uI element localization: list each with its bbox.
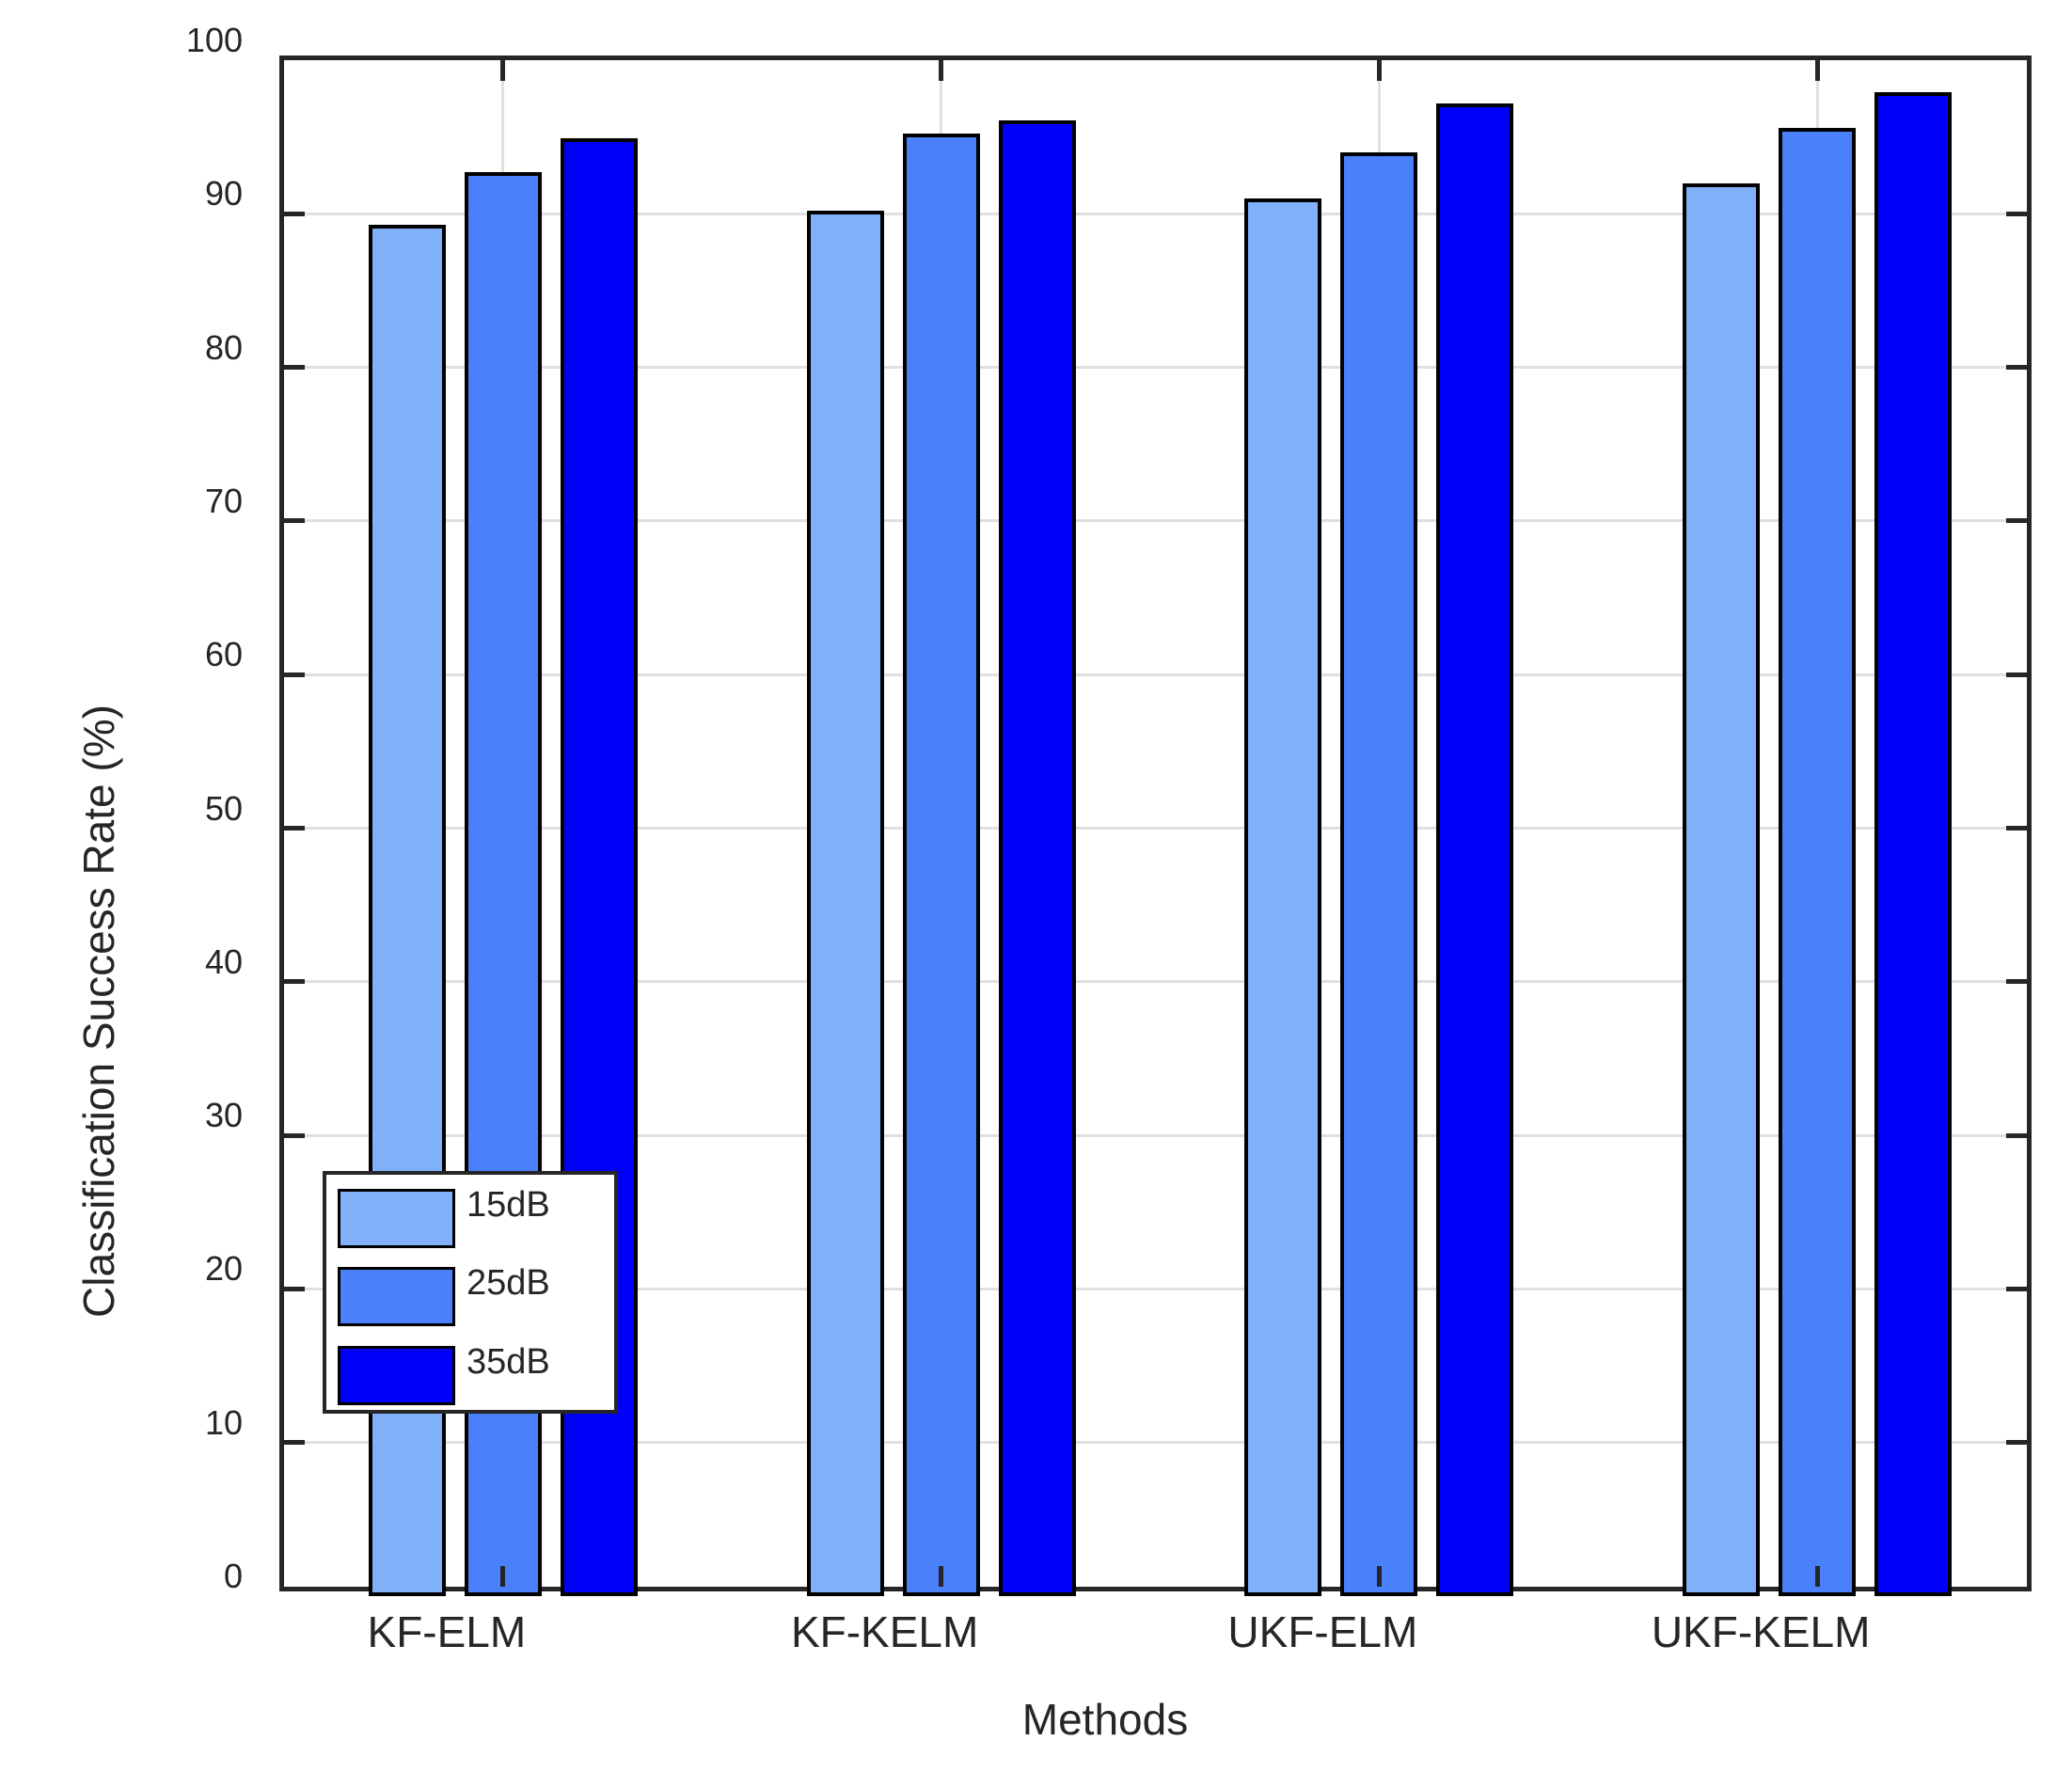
x-tick-label-kf-kelm: KF-KELM bbox=[790, 1607, 979, 1656]
gridline-y-50 bbox=[284, 827, 2027, 830]
gridline-y-20 bbox=[284, 1287, 2027, 1290]
x-tick-label-kf-elm: KF-ELM bbox=[367, 1607, 527, 1656]
x-axis-label: Methods bbox=[1021, 1695, 1189, 1744]
legend-label-25db: 25dB bbox=[467, 1263, 550, 1303]
y-tick-label-40: 40 bbox=[204, 941, 243, 981]
tick-top-kf-elm bbox=[500, 60, 506, 81]
gridline-y-30 bbox=[284, 1133, 2027, 1137]
y-tick-label-10: 10 bbox=[204, 1402, 243, 1442]
tick-right-50 bbox=[2006, 826, 2027, 831]
tick-right-10 bbox=[2006, 1440, 2027, 1446]
tick-right-70 bbox=[2006, 518, 2027, 524]
y-tick-label-50: 50 bbox=[204, 788, 243, 828]
legend: 15dB 25dB 35dB bbox=[323, 1171, 618, 1414]
tick-left-70 bbox=[284, 518, 305, 524]
legend-label-15db: 15dB bbox=[467, 1185, 550, 1225]
bar-ukf-elm-25db bbox=[1340, 151, 1418, 1596]
bar-ukf-elm-35db bbox=[1436, 103, 1514, 1596]
legend-label-35db: 35dB bbox=[467, 1342, 550, 1382]
tick-left-20 bbox=[284, 1286, 305, 1291]
y-tick-label-0: 0 bbox=[223, 1557, 243, 1595]
gridline-y-10 bbox=[284, 1441, 2027, 1445]
bar-ukf-kelm-25db bbox=[1779, 127, 1857, 1596]
bar-kf-kelm-35db bbox=[998, 119, 1076, 1596]
legend-swatch-15db bbox=[338, 1189, 455, 1248]
gridline-y-40 bbox=[284, 980, 2027, 984]
gridline-y-70 bbox=[284, 519, 2027, 523]
tick-top-ukf-elm bbox=[1376, 60, 1382, 81]
gridline-y-80 bbox=[284, 366, 2027, 370]
tick-left-80 bbox=[284, 365, 305, 371]
y-tick-label-80: 80 bbox=[204, 327, 243, 367]
bar-ukf-kelm-15db bbox=[1683, 182, 1761, 1596]
tick-left-60 bbox=[284, 672, 305, 677]
y-tick-label-30: 30 bbox=[204, 1096, 243, 1135]
y-tick-label-20: 20 bbox=[204, 1249, 243, 1289]
y-tick-label-70: 70 bbox=[204, 481, 243, 520]
tick-right-30 bbox=[2006, 1132, 2027, 1138]
gridline-y-60 bbox=[284, 672, 2027, 676]
gridline-y-90 bbox=[284, 212, 2027, 215]
x-tick-label-ukf-elm: UKF-ELM bbox=[1227, 1607, 1418, 1656]
y-tick-label-60: 60 bbox=[204, 635, 243, 674]
tick-left-10 bbox=[284, 1440, 305, 1446]
bar-ukf-elm-15db bbox=[1244, 198, 1322, 1596]
tick-top-ukf-kelm bbox=[1814, 60, 1820, 81]
tick-left-50 bbox=[284, 826, 305, 831]
tick-bottom-kf-kelm bbox=[939, 1566, 944, 1587]
tick-right-80 bbox=[2006, 365, 2027, 371]
legend-swatch-25db bbox=[338, 1267, 455, 1326]
tick-left-90 bbox=[284, 211, 305, 216]
bar-kf-kelm-15db bbox=[806, 211, 884, 1596]
tick-right-90 bbox=[2006, 211, 2027, 216]
tick-right-40 bbox=[2006, 979, 2027, 985]
tick-left-40 bbox=[284, 979, 305, 985]
bar-kf-kelm-25db bbox=[902, 134, 980, 1596]
tick-right-20 bbox=[2006, 1286, 2027, 1291]
bar-ukf-kelm-35db bbox=[1874, 92, 1953, 1596]
plot-area: 15dB 25dB 35dB bbox=[279, 55, 2032, 1596]
tick-bottom-ukf-kelm bbox=[1814, 1566, 1820, 1587]
x-tick-label-ukf-kelm: UKF-KELM bbox=[1651, 1607, 1871, 1656]
tick-right-60 bbox=[2006, 672, 2027, 677]
tick-bottom-kf-elm bbox=[500, 1566, 506, 1587]
tick-left-30 bbox=[284, 1132, 305, 1138]
y-tick-label-100: 100 bbox=[185, 21, 243, 59]
legend-swatch-35db bbox=[338, 1346, 455, 1405]
y-tick-label-90: 90 bbox=[204, 174, 243, 214]
tick-bottom-ukf-elm bbox=[1376, 1566, 1382, 1587]
tick-top-kf-kelm bbox=[939, 60, 944, 81]
